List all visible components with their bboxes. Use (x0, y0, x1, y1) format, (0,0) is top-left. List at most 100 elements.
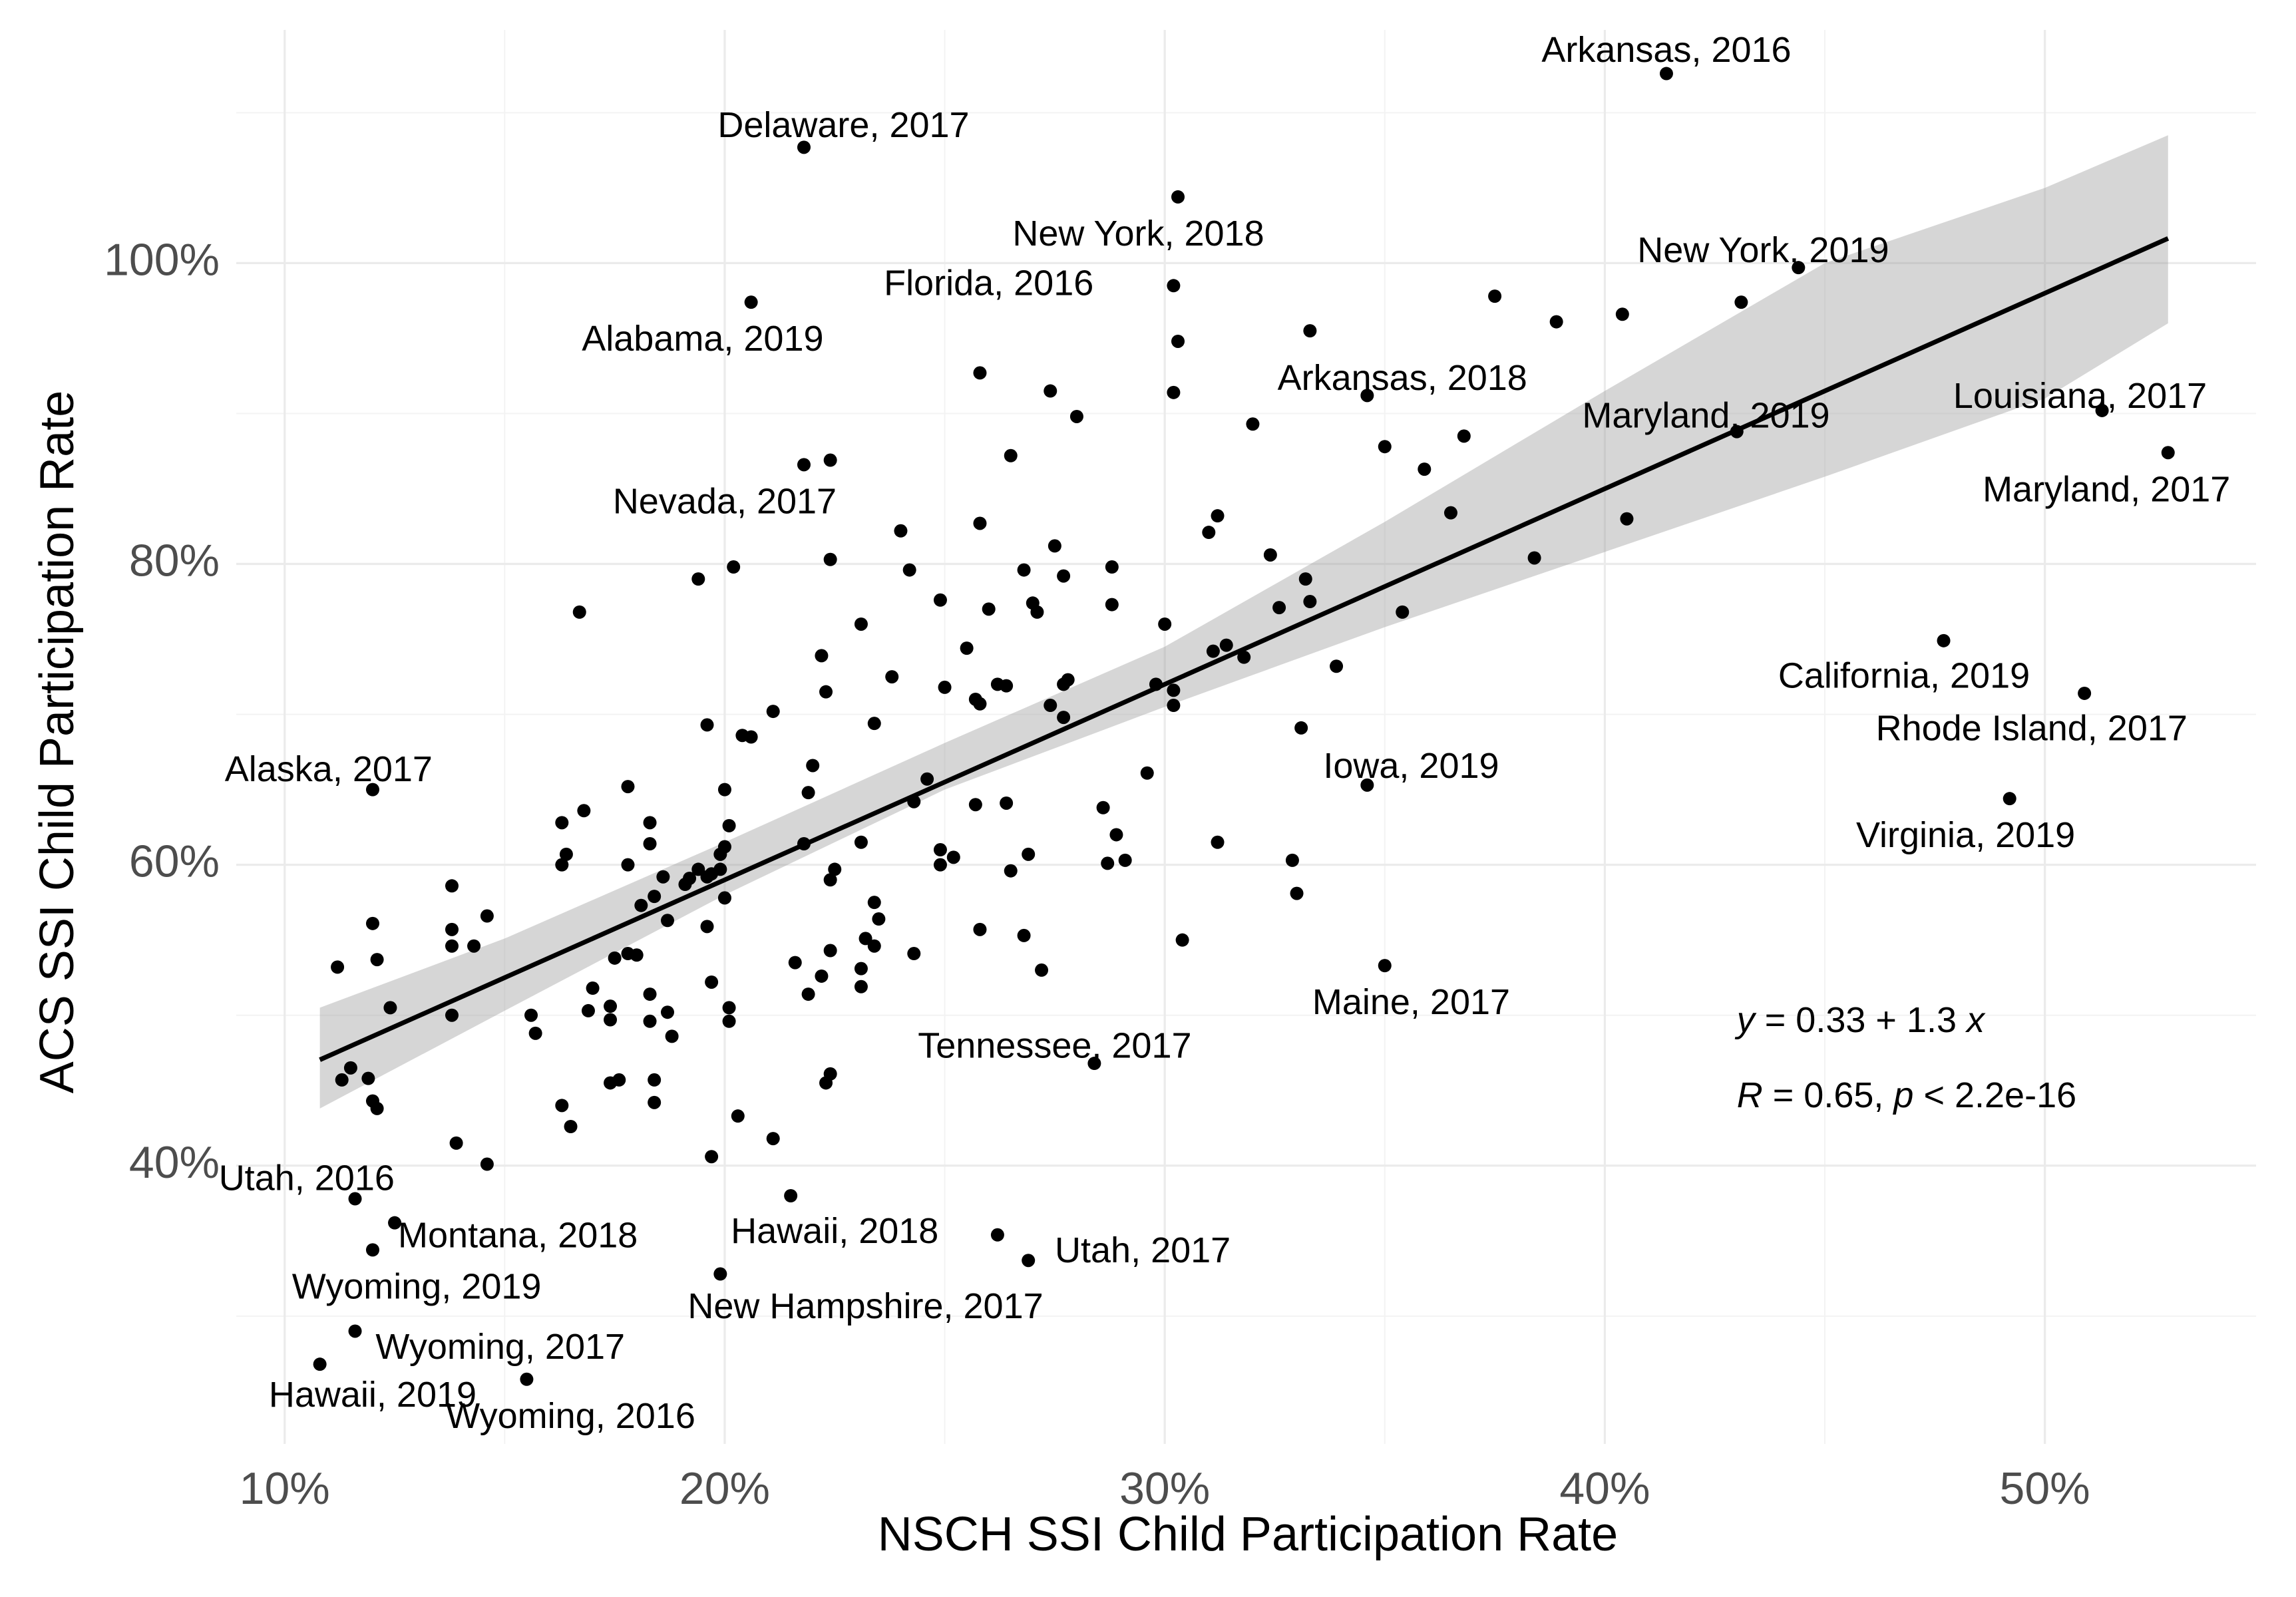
point-label: California, 2019 (1778, 656, 2030, 696)
data-point (727, 560, 741, 574)
point-label: Alabama, 2019 (582, 319, 823, 359)
data-point (559, 847, 573, 861)
data-point (630, 948, 644, 962)
data-point (700, 920, 714, 934)
data-point (973, 922, 987, 936)
data-point (445, 1008, 459, 1022)
data-point (577, 804, 591, 818)
data-point (1263, 548, 1277, 562)
data-point (1206, 644, 1220, 658)
point-label: Maryland, 2017 (1983, 469, 2230, 509)
data-point (1549, 315, 1563, 329)
data-point (445, 879, 459, 893)
x-tick-label: 50% (2000, 1463, 2090, 1514)
data-point (449, 1136, 463, 1150)
data-point (828, 862, 842, 876)
data-point (621, 858, 635, 872)
data-point (801, 786, 815, 800)
labeled-data-point (2095, 403, 2109, 417)
labeled-data-point (1360, 389, 1374, 403)
confidence-ribbon (319, 135, 2168, 1109)
data-point (722, 818, 736, 832)
data-point (815, 969, 829, 983)
y-axis-title: ACS SSI Child Participation Rate (31, 391, 84, 1093)
labeled-data-point (1171, 190, 1185, 204)
data-point (713, 862, 727, 876)
data-point (660, 914, 674, 928)
data-point (1118, 853, 1132, 867)
point-label: Utah, 2016 (219, 1158, 395, 1198)
data-point (612, 1073, 626, 1087)
data-point (370, 953, 384, 967)
data-point (1109, 828, 1123, 842)
data-point (656, 870, 670, 884)
data-point (1285, 853, 1299, 867)
data-point (1303, 324, 1317, 338)
data-point (467, 939, 481, 953)
x-tick-label: 30% (1119, 1463, 1210, 1514)
data-point (1017, 563, 1031, 577)
data-point (1167, 699, 1181, 713)
data-point (1615, 307, 1629, 321)
point-label: Arkansas, 2018 (1278, 358, 1527, 398)
point-label: Florida, 2016 (884, 264, 1093, 303)
point-label: Montana, 2018 (398, 1216, 638, 1256)
labeled-data-point (713, 1267, 727, 1281)
data-point (1290, 886, 1304, 900)
data-point (1096, 800, 1110, 814)
labeled-data-point (348, 1324, 362, 1338)
data-point (643, 837, 657, 851)
data-point (854, 835, 868, 849)
data-point (555, 1099, 569, 1113)
data-point (1330, 659, 1344, 673)
labeled-data-point (2161, 446, 2175, 460)
regression-annotations: y = 0.33 + 1.3 x R = 0.65, p < 2.2e-16 (1734, 1000, 2076, 1115)
x-tick-label: 20% (679, 1463, 770, 1514)
data-point (788, 956, 802, 970)
point-label: Arkansas, 2016 (1541, 30, 1791, 70)
data-point (1237, 650, 1251, 664)
data-point (823, 873, 837, 887)
data-point (1246, 417, 1260, 431)
point-label: Wyoming, 2019 (292, 1266, 542, 1306)
data-point (1044, 384, 1057, 398)
data-point (660, 1005, 674, 1019)
data-point (933, 858, 947, 872)
labeled-data-point (784, 1188, 798, 1202)
data-point (1017, 928, 1031, 942)
data-point (982, 602, 996, 616)
data-point (973, 366, 987, 380)
data-point (586, 981, 600, 995)
data-point (604, 1013, 618, 1027)
point-label: New Hampshire, 2017 (687, 1286, 1043, 1326)
data-point (1202, 526, 1216, 540)
y-tick-label: 40% (129, 1137, 220, 1188)
data-point (643, 987, 657, 1001)
data-point (946, 850, 960, 864)
data-point (1443, 506, 1457, 520)
point-label: Hawaii, 2019 (269, 1375, 477, 1415)
confidence-band (319, 135, 2168, 1109)
point-label: New York, 2019 (1637, 230, 1889, 270)
point-label: Louisiana, 2017 (1953, 376, 2207, 416)
data-point (823, 552, 837, 566)
regression-line (319, 236, 2170, 1062)
y-tick-label: 100% (104, 234, 220, 285)
data-point (604, 999, 618, 1013)
data-point (872, 912, 886, 926)
data-point (1457, 429, 1471, 443)
data-point (885, 670, 899, 684)
data-point (634, 898, 648, 912)
data-point (867, 939, 881, 953)
labeled-data-point (1378, 959, 1392, 973)
data-point (705, 1150, 719, 1164)
data-point (524, 1008, 538, 1022)
data-point (691, 572, 705, 586)
data-point (1057, 711, 1071, 725)
data-point (370, 1101, 384, 1115)
labeled-data-point (1792, 261, 1806, 275)
x-axis-ticks: 10% 20% 30% 40% 50% (240, 1463, 2090, 1514)
data-point (1000, 679, 1014, 693)
data-point (806, 759, 820, 773)
